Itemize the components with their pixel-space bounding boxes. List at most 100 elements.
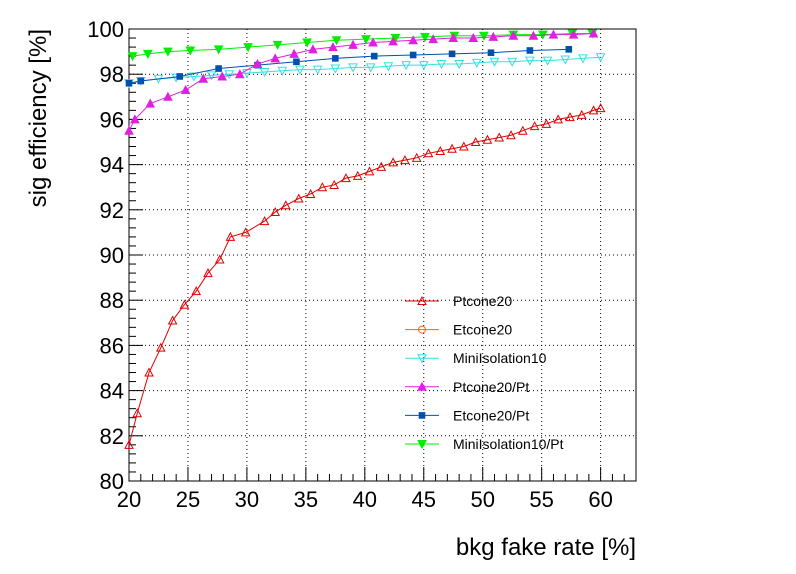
y-tick-label: 90: [100, 243, 124, 268]
data-point: [272, 40, 283, 50]
data-point: [448, 50, 456, 58]
data-point: [125, 79, 133, 87]
x-tick-label: 60: [588, 487, 612, 512]
data-point: [560, 55, 571, 65]
data-point: [553, 114, 564, 124]
x-axis-title: bkg fake rate [%]: [456, 534, 636, 561]
data-point: [448, 32, 459, 43]
y-tick-label: 82: [100, 424, 124, 449]
data-point: [418, 61, 429, 71]
x-tick-label: 45: [412, 487, 436, 512]
legend-marker: [417, 295, 427, 305]
series-line: [128, 107, 601, 445]
data-point: [348, 63, 358, 73]
data-point: [507, 57, 518, 67]
data-point: [568, 29, 579, 39]
data-point: [293, 193, 304, 203]
y-tick-label: 86: [100, 333, 124, 358]
data-point: [588, 105, 599, 115]
y-tick-label: 92: [100, 198, 124, 223]
legend-item: MiniIsolation10: [405, 350, 547, 366]
data-point: [565, 46, 573, 53]
data-point: [352, 170, 363, 180]
y-tick-label: 84: [100, 379, 124, 404]
data-point: [370, 52, 378, 60]
data-point: [541, 118, 552, 128]
data-point: [588, 28, 599, 38]
data-point: [489, 57, 500, 67]
data-point: [189, 72, 199, 82]
data-point: [526, 47, 534, 54]
data-point: [365, 63, 376, 73]
legend-marker: [417, 440, 427, 450]
legend-label: Etcone20/Pt: [453, 407, 529, 423]
data-point: [213, 45, 224, 55]
data-point: [494, 132, 505, 142]
series-ptcone20: [124, 103, 606, 449]
data-point: [225, 231, 236, 241]
legend-marker: [418, 412, 426, 419]
legend: Ptcone20 Etcone20 MiniIsolation10 Ptcone20/…: [405, 293, 564, 452]
data-point: [317, 182, 328, 192]
data-point: [411, 152, 422, 162]
y-tick-label: 100: [87, 17, 124, 42]
data-point: [295, 65, 305, 75]
data-point: [132, 408, 143, 418]
data-point: [470, 136, 481, 146]
data-point: [595, 103, 606, 113]
data-point: [423, 148, 434, 158]
data-point: [167, 315, 178, 325]
data-point: [277, 66, 288, 76]
data-point: [163, 91, 173, 101]
series-line: [132, 33, 593, 57]
x-tick-label: 30: [235, 487, 259, 512]
data-point: [214, 254, 225, 264]
data-point: [270, 206, 281, 217]
data-point: [487, 49, 495, 57]
data-point: [302, 38, 312, 48]
data-point: [163, 47, 173, 57]
data-point: [459, 141, 469, 151]
data-point: [308, 44, 318, 54]
legend-marker: [417, 381, 427, 391]
data-point: [217, 71, 227, 81]
data-point: [179, 299, 190, 309]
x-tick-label: 35: [294, 487, 318, 512]
data-point: [542, 56, 553, 66]
data-point: [420, 32, 430, 42]
data-series: [124, 28, 606, 449]
data-point: [293, 58, 300, 66]
data-point: [144, 367, 154, 377]
data-point: [576, 109, 587, 119]
data-point: [435, 145, 446, 156]
y-tick-label: 88: [100, 288, 124, 313]
data-point: [361, 35, 371, 45]
data-point: [259, 67, 270, 78]
legend-label: Ptcone20: [453, 293, 512, 309]
data-point: [270, 53, 281, 63]
data-point: [479, 31, 489, 41]
data-point: [329, 179, 339, 189]
legend-item: Ptcone20/Pt: [405, 379, 529, 395]
data-point: [401, 61, 411, 71]
legend-label: MiniIsolation10/Pt: [453, 436, 564, 452]
data-point: [191, 286, 202, 296]
data-point: [198, 73, 209, 83]
data-point: [330, 64, 341, 74]
x-tick-label: 40: [353, 487, 377, 512]
data-point: [145, 98, 156, 108]
data-point: [252, 58, 263, 69]
data-point: [517, 125, 528, 135]
data-point: [305, 188, 316, 198]
data-point: [289, 48, 299, 58]
grid-lines: [129, 29, 636, 481]
series-ptcone20-pt: [124, 28, 599, 135]
data-point: [388, 157, 398, 167]
legend-item: Ptcone20: [405, 293, 512, 309]
axis-ticks: 20 25 30 35 40 45 50 55 60 80 82 84 86 88 90 92 94 96 98 10…: [87, 17, 637, 512]
legend-item: MiniIsolation10/Pt: [405, 436, 564, 452]
data-point: [548, 29, 559, 39]
data-point: [127, 52, 138, 62]
